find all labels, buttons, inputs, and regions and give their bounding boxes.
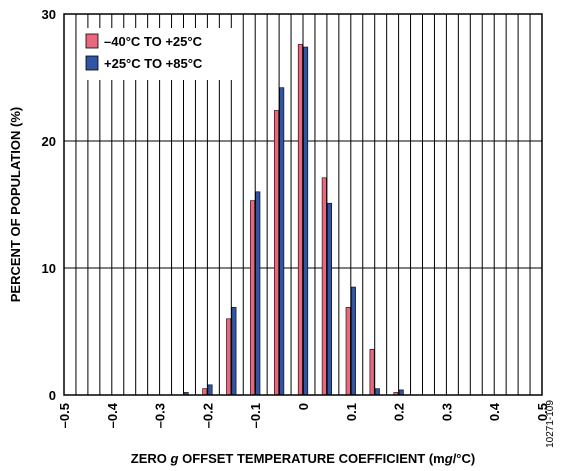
- bar-series-2: [231, 307, 237, 396]
- x-tick-label: 0: [296, 403, 311, 410]
- x-axis-label-part-3: OFFSET TEMPERATURE COEFFICIENT (m: [178, 451, 444, 466]
- bar-series-2: [374, 388, 380, 396]
- y-axis-label: PERCENT OF POPULATION (%): [8, 107, 23, 302]
- bar-series-1: [226, 318, 232, 396]
- bar-series-1: [345, 307, 351, 396]
- legend-label-series-1: –40°C TO +25°C: [104, 34, 203, 49]
- bar-series-1: [273, 110, 279, 396]
- legend: –40°C TO +25°C +25°C TO +85°C: [78, 28, 238, 80]
- y-tick-labels: 0 10 20 30: [42, 7, 56, 403]
- bar-series-2: [398, 389, 404, 396]
- bar-series-1: [250, 200, 255, 396]
- bar-series-1: [297, 44, 303, 396]
- legend-background: [78, 28, 238, 80]
- x-tick-label: –0.3: [153, 403, 168, 428]
- x-tick-label: 0.1: [344, 403, 359, 421]
- x-axis-label-part-4: g: [444, 451, 453, 466]
- x-tick-label: 0.4: [487, 402, 502, 421]
- legend-swatch-series-2: [85, 55, 99, 71]
- figure-id: 10271-109: [545, 400, 556, 448]
- y-tick-label: 30: [42, 7, 56, 22]
- x-axis-label-part-2: g: [170, 451, 179, 466]
- y-tick-label: 20: [42, 134, 56, 149]
- x-axis-label-part-1: ZERO: [131, 451, 171, 466]
- bar-series-1: [202, 388, 208, 396]
- bar-series-2: [303, 46, 309, 396]
- bar-series-2: [350, 286, 356, 396]
- x-tick-label: –0.1: [248, 403, 263, 428]
- bar-series-2: [255, 191, 261, 396]
- x-tick-label: 0.5: [535, 403, 550, 421]
- x-tick-label: –0.5: [57, 403, 72, 428]
- x-tick-labels: –0.5 –0.4 –0.3 –0.2 –0.1 0 0.1 0.2 0.3 0.4 0.5: [57, 402, 550, 428]
- legend-label-series-2: +25°C TO +85°C: [104, 56, 203, 71]
- bars: [183, 44, 404, 396]
- bar-series-1: [321, 177, 327, 396]
- bar-series-2: [279, 87, 285, 396]
- bar-series-2: [207, 384, 213, 396]
- y-tick-label: 10: [42, 261, 56, 276]
- plot-frame: [63, 13, 543, 396]
- x-tick-label: 0.3: [439, 403, 454, 421]
- y-tick-label: 0: [49, 388, 56, 403]
- legend-swatch-series-1: [85, 33, 99, 49]
- bar-series-2: [327, 202, 333, 396]
- x-axis-label: ZERO g OFFSET TEMPERATURE COEFFICIENT (m…: [131, 451, 475, 466]
- x-tick-label: –0.2: [200, 403, 215, 428]
- x-axis-label-part-5: /°C): [453, 451, 476, 466]
- bar-series-1: [369, 348, 375, 396]
- x-tick-label: –0.4: [105, 402, 120, 428]
- x-tick-label: 0.2: [392, 403, 407, 421]
